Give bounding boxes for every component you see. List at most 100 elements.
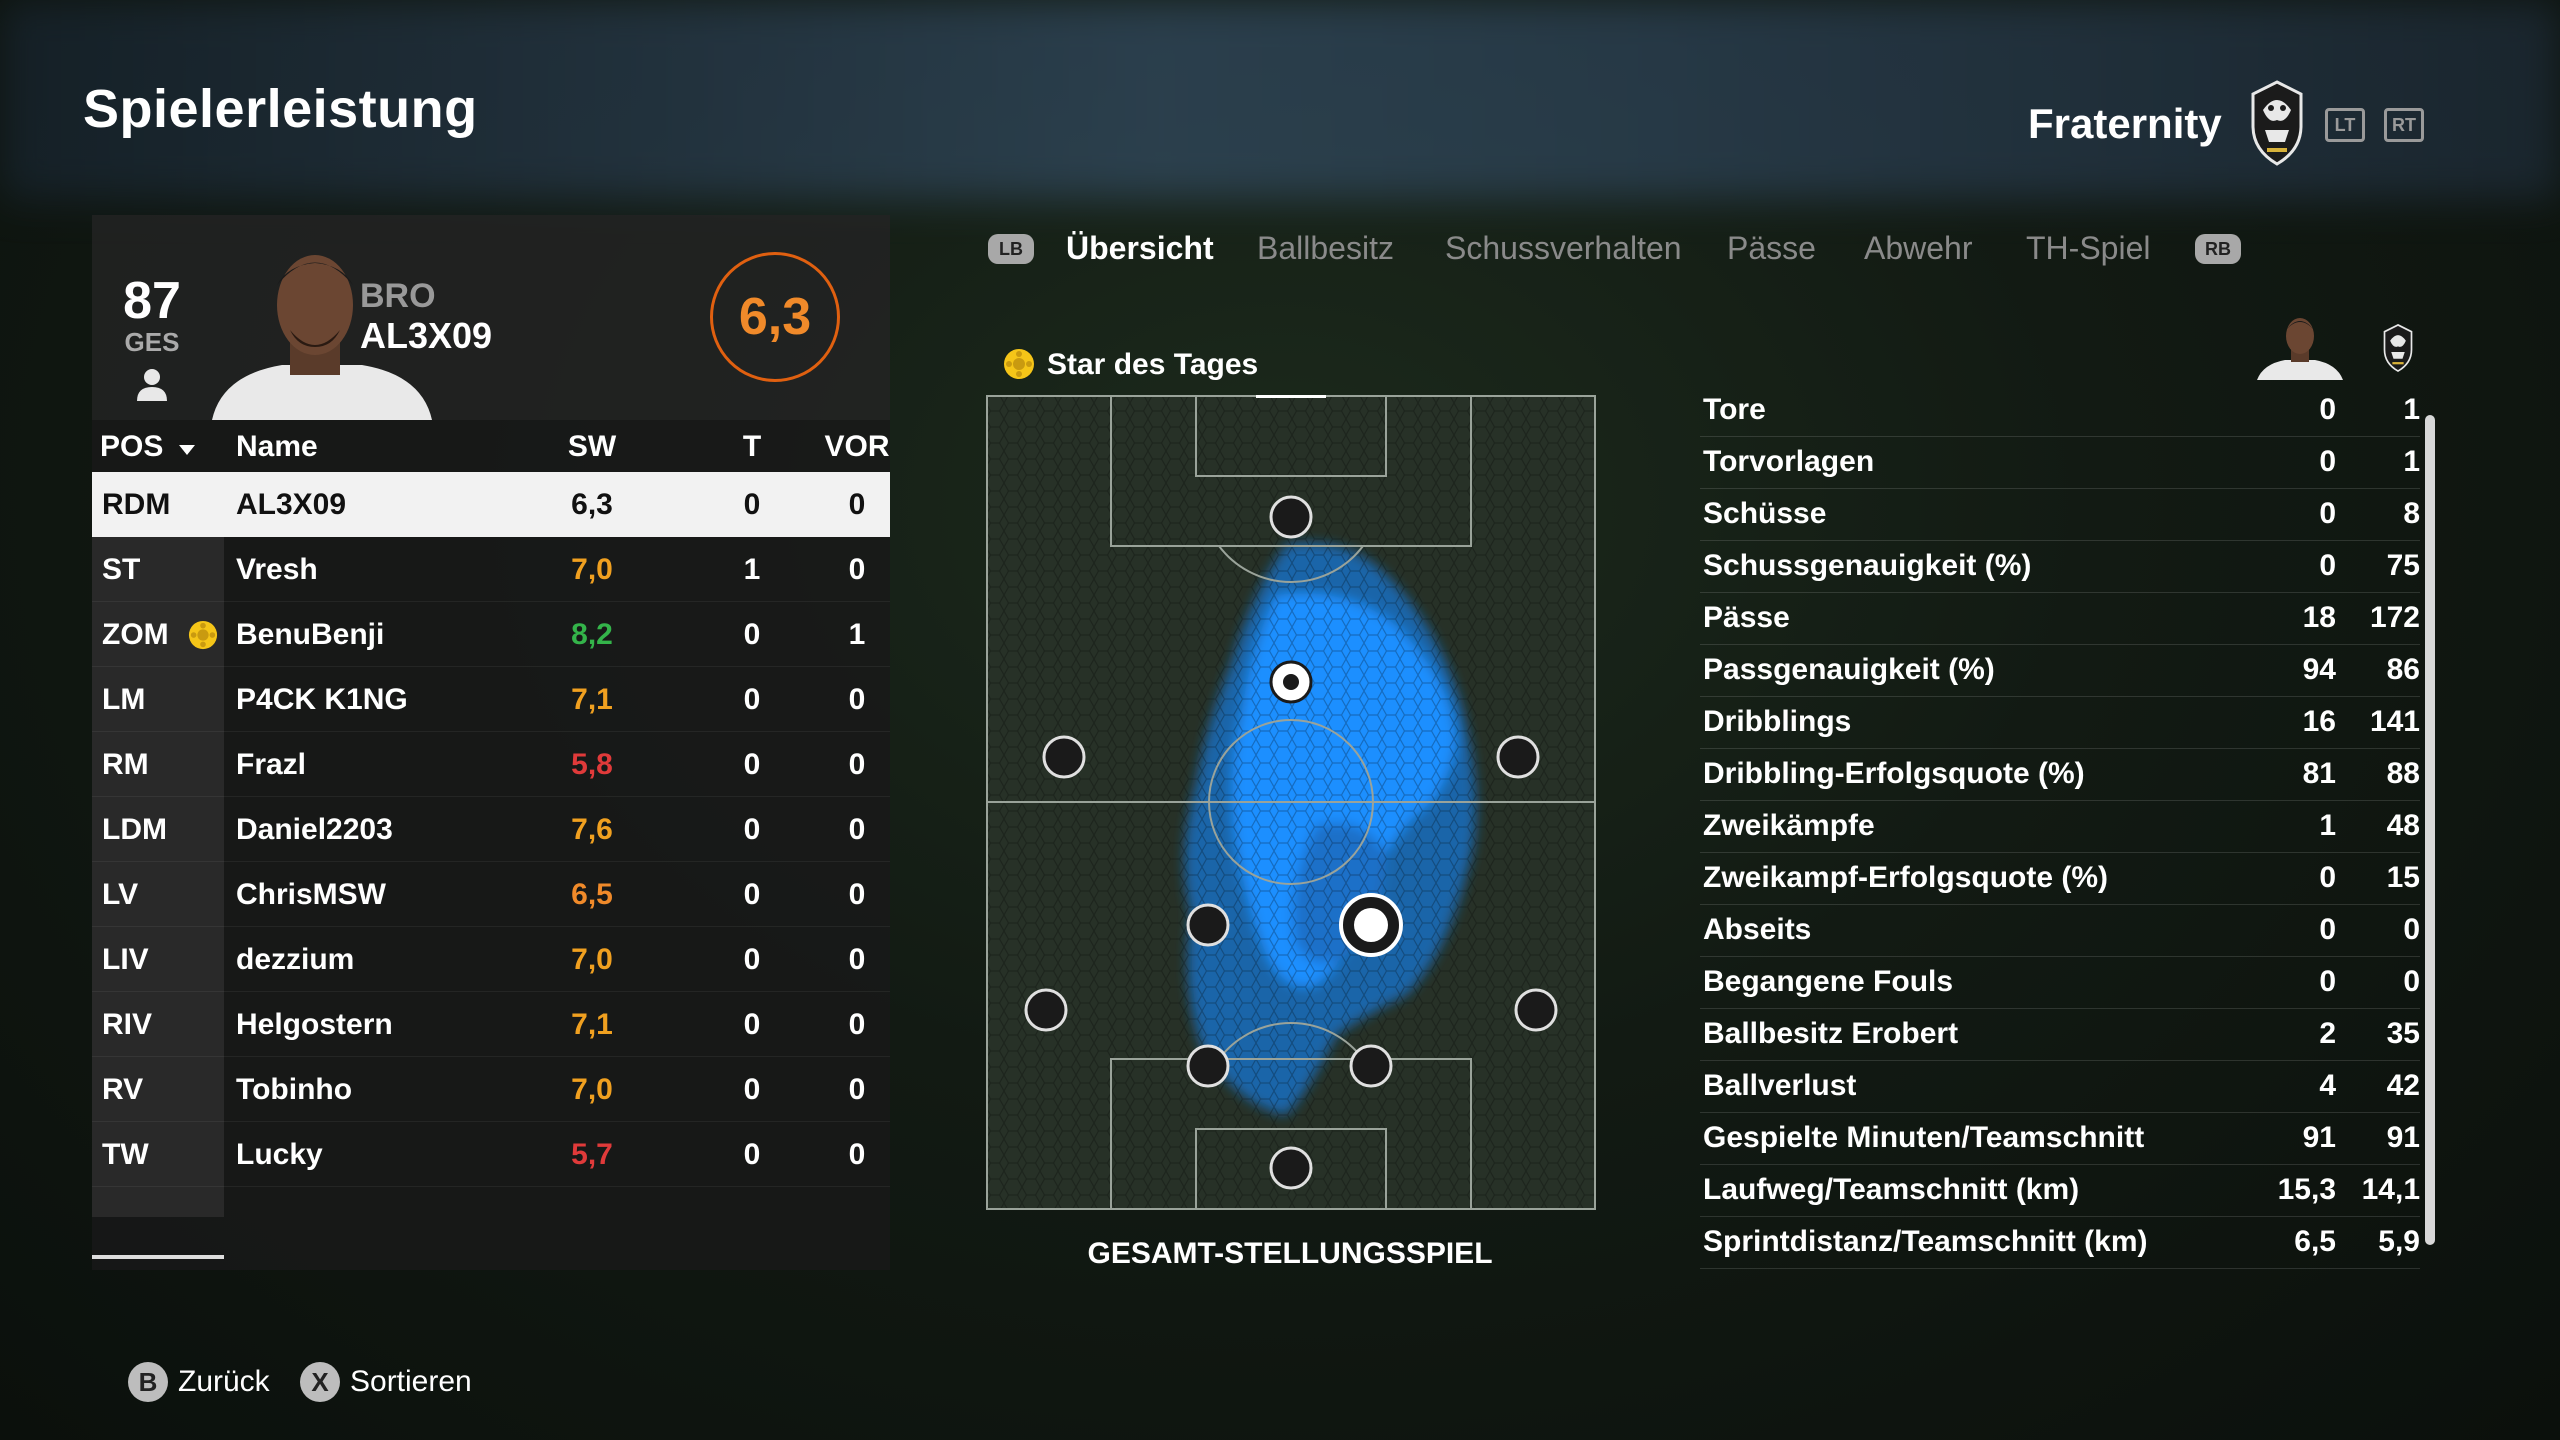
row-goals: 0 <box>743 748 761 781</box>
stat-label: Tore <box>1703 393 1766 426</box>
row-position: RV <box>102 1073 144 1106</box>
row-position: LDM <box>102 813 167 846</box>
stat-label: Ballverlust <box>1703 1069 1857 1102</box>
team-crest-small-icon <box>2380 322 2416 379</box>
row-position: LM <box>102 683 146 716</box>
stat-team-value: 48 <box>2386 809 2420 842</box>
lb-button-icon[interactable]: LB <box>988 234 1034 264</box>
row-goals: 0 <box>743 813 761 846</box>
selected-player-marker-center <box>1354 908 1388 942</box>
header-name[interactable]: Name <box>236 430 318 463</box>
stat-label: Dribblings <box>1703 705 1852 738</box>
row-assists: 0 <box>848 553 866 586</box>
player-marker <box>1042 735 1086 779</box>
tab-abwehr[interactable]: Abwehr <box>1864 230 1973 266</box>
row-rating: 7,0 <box>571 1073 613 1106</box>
stat-label: Gespielte Minuten/Teamschnitt <box>1703 1121 2145 1154</box>
row-rating: 7,1 <box>571 1008 613 1041</box>
table-row[interactable]: LIV dezzium 7,0 0 0 <box>92 927 890 992</box>
position-column-background <box>92 472 224 1217</box>
player-card: 87 GES BRO AL3X09 6,3 <box>92 215 890 420</box>
row-rating: 5,7 <box>571 1138 613 1171</box>
row-player-name: BenuBenji <box>236 618 385 651</box>
stat-player-value: 18 <box>2302 601 2336 634</box>
stat-label: Torvorlagen <box>1703 445 1875 478</box>
table-row[interactable]: ST Vresh 7,0 1 0 <box>92 537 890 602</box>
lt-trigger-icon[interactable]: LT <box>2325 108 2365 142</box>
table-row[interactable]: LM P4CK K1NG 7,1 0 0 <box>92 667 890 732</box>
tab-schussverhalten[interactable]: Schussverhalten <box>1445 230 1682 266</box>
stat-label: Zweikämpfe <box>1703 809 1875 842</box>
stat-label: Dribbling-Erfolgsquote (%) <box>1703 757 2085 790</box>
row-position: LIV <box>102 943 149 976</box>
pitch-caption: GESAMT-STELLUNGSSPIEL <box>1087 1237 1493 1270</box>
table-row[interactable]: LV ChrisMSW 6,5 0 0 <box>92 862 890 927</box>
table-row[interactable]: RIV Helgostern 7,1 0 0 <box>92 992 890 1057</box>
row-player-name: Frazl <box>236 748 307 781</box>
stat-label: Passgenauigkeit (%) <box>1703 653 1995 686</box>
header-pos[interactable]: POS <box>100 430 196 464</box>
tab-ballbesitz[interactable]: Ballbesitz <box>1257 230 1394 266</box>
stat-label: Abseits <box>1703 913 1812 946</box>
row-assists: 0 <box>848 748 866 781</box>
stat-row: Sprintdistanz/Teamschnitt (km) 6,5 5,9 <box>1700 1217 2420 1269</box>
table-row[interactable]: TW Lucky 5,7 0 0 <box>92 1122 890 1187</box>
tab-uebersicht[interactable]: Übersicht <box>1066 230 1214 266</box>
table-row[interactable]: RDM AL3X09 6,3 0 0 <box>92 472 890 537</box>
x-button-icon: X <box>300 1362 340 1402</box>
b-button-icon: B <box>128 1362 168 1402</box>
stats-scrollbar[interactable] <box>2425 415 2435 1245</box>
row-rating: 7,0 <box>571 553 613 586</box>
table-row[interactable]: LDM Daniel2203 7,6 0 0 <box>92 797 890 862</box>
table-row[interactable]: ZOM BenuBenji 8,2 0 1 <box>92 602 890 667</box>
stat-row: Pässe 18 172 <box>1700 593 2420 645</box>
header-pos-label: POS <box>100 430 164 463</box>
header-t[interactable]: T <box>742 430 762 463</box>
row-assists: 0 <box>848 878 866 911</box>
row-position: RDM <box>102 488 171 521</box>
row-assists: 0 <box>848 1138 866 1171</box>
stat-label: Ballbesitz Erobert <box>1703 1017 1959 1050</box>
row-player-name: Vresh <box>236 553 318 586</box>
stat-team-value: 0 <box>2403 913 2420 946</box>
table-row[interactable]: RV Tobinho 7,0 0 0 <box>92 1057 890 1122</box>
stat-row: Tore 0 1 <box>1700 385 2420 437</box>
header-sw[interactable]: SW <box>567 430 617 463</box>
row-player-name: Daniel2203 <box>236 813 393 846</box>
stat-row: Zweikämpfe 1 48 <box>1700 801 2420 853</box>
star-of-the-day-icon <box>188 620 218 650</box>
rb-button-icon[interactable]: RB <box>2195 234 2241 264</box>
header-vor[interactable]: VOR <box>824 430 890 463</box>
stadium-background <box>0 0 2560 200</box>
tab-paesse[interactable]: Pässe <box>1727 230 1816 266</box>
row-player-name: Helgostern <box>236 1008 393 1041</box>
player-marker <box>1496 735 1540 779</box>
star-of-the-day-icon <box>1004 349 1034 379</box>
rt-trigger-icon[interactable]: RT <box>2384 108 2424 142</box>
row-goals: 0 <box>743 943 761 976</box>
stat-player-value: 91 <box>2302 1121 2336 1154</box>
row-assists: 0 <box>848 683 866 716</box>
row-goals: 0 <box>743 878 761 911</box>
row-assists: 0 <box>848 1073 866 1106</box>
stat-player-value: 1 <box>2319 809 2336 842</box>
row-assists: 0 <box>848 943 866 976</box>
stat-team-value: 8 <box>2403 497 2420 530</box>
row-rating: 7,1 <box>571 683 613 716</box>
team-crest-icon <box>2245 80 2309 166</box>
stat-team-value: 1 <box>2403 445 2420 478</box>
table-row[interactable]: RM Frazl 5,8 0 0 <box>92 732 890 797</box>
row-goals: 0 <box>743 1073 761 1106</box>
stat-team-value: 86 <box>2386 653 2420 686</box>
team-name: Fraternity <box>2028 100 2222 147</box>
match-rating-circle: 6,3 <box>710 252 840 382</box>
player-avatar-small <box>2255 312 2345 380</box>
stat-label: Schüsse <box>1703 497 1827 530</box>
stat-label: Sprintdistanz/Teamschnitt (km) <box>1703 1225 2148 1258</box>
stat-player-value: 94 <box>2302 653 2336 686</box>
row-goals: 1 <box>743 553 761 586</box>
tab-th-spiel[interactable]: TH-Spiel <box>2026 230 2151 266</box>
stat-player-value: 81 <box>2302 757 2336 790</box>
row-player-name: Lucky <box>236 1138 323 1171</box>
stat-team-value: 75 <box>2386 549 2420 582</box>
